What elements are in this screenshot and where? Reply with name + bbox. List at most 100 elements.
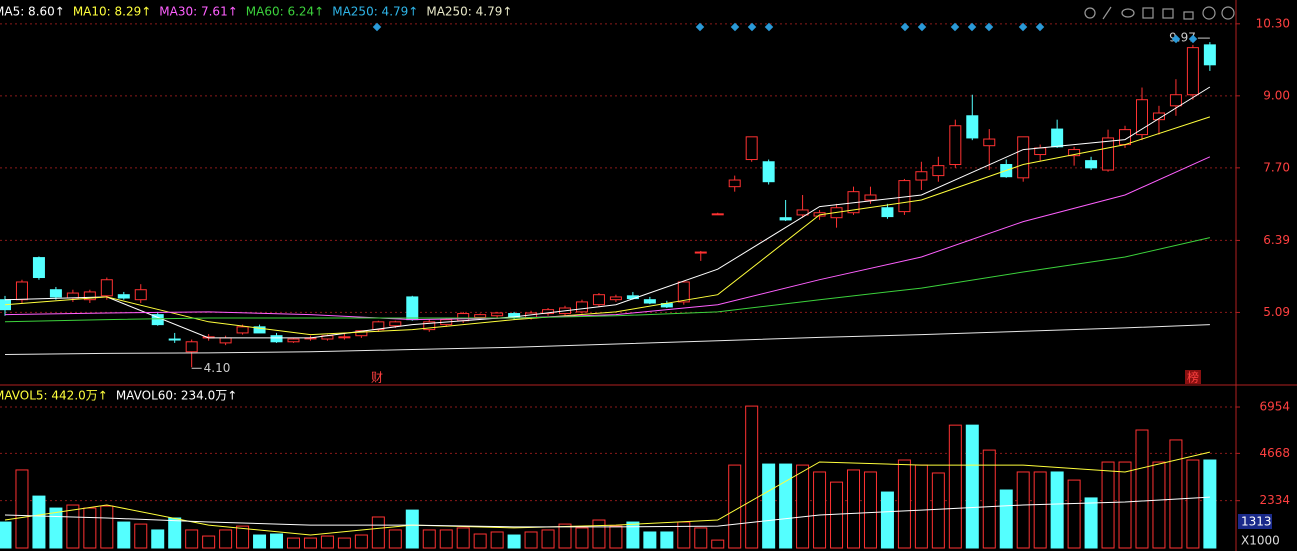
candle-body xyxy=(168,338,181,341)
volume-bar xyxy=(303,537,317,549)
volume-bar xyxy=(1033,471,1047,549)
volume-bar xyxy=(202,535,216,549)
candle-body xyxy=(745,136,758,161)
volume-bar xyxy=(847,469,860,549)
candle-body xyxy=(100,279,113,297)
volume-bar xyxy=(1084,497,1098,549)
volume-bar xyxy=(49,507,63,549)
volume-bar xyxy=(0,521,12,549)
volume-bar xyxy=(524,531,538,549)
candle-body xyxy=(728,179,741,188)
volume-bar xyxy=(1152,461,1166,549)
settings-icon[interactable] xyxy=(1084,7,1096,19)
volume-bar xyxy=(151,529,165,549)
draw-icon[interactable] xyxy=(1102,6,1112,20)
current-value: 1313 xyxy=(1241,515,1272,529)
volume-bar xyxy=(371,516,385,549)
volume-bar xyxy=(982,449,996,549)
volume-bar xyxy=(965,424,979,549)
volume-bar xyxy=(490,531,504,549)
candle-body xyxy=(406,296,419,321)
volume-bar xyxy=(1118,461,1132,549)
volume-bar xyxy=(1067,479,1081,549)
volume-bar xyxy=(999,489,1013,549)
candle-body xyxy=(474,314,487,318)
event-label: 榜 xyxy=(1187,370,1199,385)
candle-body xyxy=(236,326,249,334)
candle-body xyxy=(270,335,283,343)
view-icon[interactable] xyxy=(1121,8,1135,18)
legend-entry: MA60: 6.24↑ xyxy=(246,5,324,19)
candle-body xyxy=(949,125,962,166)
volume-bar xyxy=(1016,471,1030,549)
y-tick-label: 5.09 xyxy=(1263,305,1290,319)
event-label: 财 xyxy=(371,371,383,385)
event-badge xyxy=(1185,370,1201,384)
candle-body xyxy=(592,294,605,306)
legend-entry: MA250: 4.79↑ xyxy=(332,5,418,19)
candle-body xyxy=(796,209,809,216)
candle-body xyxy=(457,313,470,322)
candle-body xyxy=(389,321,402,327)
lock-icon[interactable] xyxy=(1183,11,1194,20)
candle-body xyxy=(864,194,877,201)
y-tick-label: 7.70 xyxy=(1263,160,1290,174)
y-tick-label: 6954 xyxy=(1259,400,1290,414)
volume-bar xyxy=(592,519,606,549)
candle-body xyxy=(643,299,656,304)
volume-bar xyxy=(66,504,80,549)
legend-entry: MAVOL5: 442.0万↑ xyxy=(0,389,108,403)
volume-bar xyxy=(711,539,725,549)
ma-line xyxy=(4,116,1211,336)
volume-bar xyxy=(541,529,555,549)
volume-bar xyxy=(185,529,199,549)
candle-body xyxy=(134,289,147,301)
volume-bar xyxy=(575,527,589,549)
candle-body xyxy=(1102,137,1115,171)
candle-body xyxy=(779,217,792,221)
volume-bar xyxy=(320,535,334,549)
y-tick-label: 10.30 xyxy=(1256,16,1290,30)
volume-bar xyxy=(354,534,368,549)
candle-body xyxy=(32,257,45,279)
volume-bar xyxy=(168,517,182,549)
candle-body xyxy=(423,321,436,331)
y-tick-label: 4668 xyxy=(1259,446,1290,460)
candle-body xyxy=(219,337,232,344)
volume-bar xyxy=(422,529,436,549)
overlay-icon[interactable] xyxy=(1142,7,1154,19)
volume-bar xyxy=(914,464,928,549)
volume-bar xyxy=(253,534,267,549)
ma-line xyxy=(4,86,1211,339)
candle-body xyxy=(1152,112,1165,121)
candle-body xyxy=(1085,160,1098,169)
candle-body xyxy=(287,338,300,343)
volume-bar xyxy=(507,534,521,549)
volume-bar xyxy=(643,531,657,549)
volume-bar xyxy=(219,529,233,549)
volume-bar xyxy=(270,533,284,549)
volume-bar xyxy=(863,471,877,549)
zoom-in-icon[interactable] xyxy=(1202,6,1216,20)
candle-body xyxy=(966,115,979,139)
candle-body xyxy=(932,165,945,177)
volume-bar xyxy=(626,521,640,549)
candle-body xyxy=(338,336,351,339)
zoom-out-icon[interactable] xyxy=(1221,6,1235,20)
volume-bar xyxy=(473,533,487,549)
volume-bar xyxy=(236,525,250,549)
candle-body xyxy=(575,301,588,313)
candle-body xyxy=(694,251,707,254)
candle-body xyxy=(983,138,996,147)
candle-body xyxy=(915,171,928,181)
volume-bar xyxy=(1101,461,1115,549)
y-tick-label: 9.00 xyxy=(1263,88,1290,102)
volume-bar xyxy=(456,527,470,549)
volume-bar xyxy=(728,464,742,549)
copy-icon[interactable] xyxy=(1162,8,1174,19)
volume-bar xyxy=(931,472,945,549)
volume-bar xyxy=(897,459,911,549)
volume-bar xyxy=(388,529,402,549)
